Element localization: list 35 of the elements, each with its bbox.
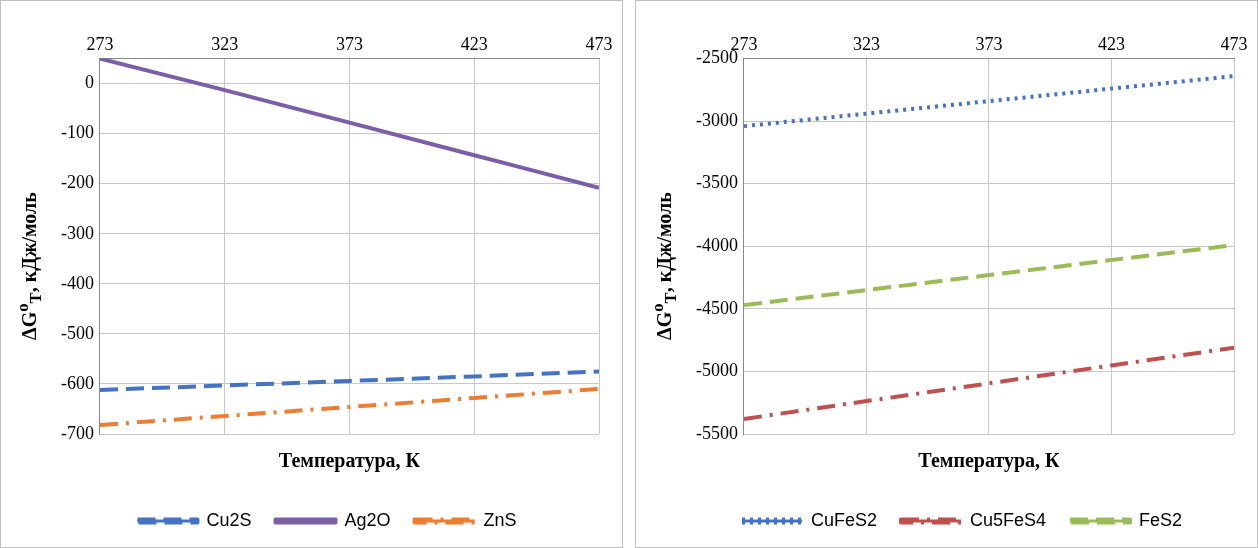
legend-label: ZnS bbox=[483, 509, 517, 530]
legend-label: Cu5FeS4 bbox=[969, 509, 1047, 530]
y-tick-label: -500 bbox=[60, 322, 94, 343]
x-tick-label: 423 bbox=[1098, 33, 1125, 54]
line-series bbox=[743, 345, 1234, 421]
x-tick-label: 473 bbox=[1220, 33, 1248, 54]
legend-label: Cu2S bbox=[206, 509, 252, 530]
x-tick-label: 323 bbox=[853, 33, 880, 54]
line-series bbox=[99, 386, 599, 427]
x-tick-label: 373 bbox=[336, 33, 363, 54]
x-axis-title: Температура, К bbox=[278, 449, 421, 473]
legend-label: CuFeS2 bbox=[810, 509, 877, 530]
x-tick-label: 373 bbox=[975, 33, 1003, 54]
y-tick-label: -5500 bbox=[695, 422, 738, 443]
x-axis-title: Температура, К bbox=[918, 449, 1061, 473]
x-tick-label: 423 bbox=[460, 33, 488, 54]
y-tick-label: -3000 bbox=[695, 109, 738, 130]
y-tick-label: -3500 bbox=[695, 172, 738, 193]
y-tick-label: -4500 bbox=[695, 297, 738, 318]
y-tick-label: -100 bbox=[60, 122, 94, 143]
line-series bbox=[99, 369, 599, 392]
x-tick-label: 473 bbox=[585, 33, 613, 54]
y-tick-label: -4000 bbox=[695, 235, 738, 256]
line-series bbox=[743, 74, 1234, 129]
y-tick-label: -5000 bbox=[695, 360, 738, 381]
x-tick-label: 273 bbox=[86, 33, 114, 54]
y-tick-label: -700 bbox=[60, 422, 94, 443]
legend-label: FeS2 bbox=[1139, 509, 1183, 530]
y-tick-label: -200 bbox=[60, 172, 94, 193]
y-tick-label: -600 bbox=[60, 372, 94, 393]
x-tick-label: 323 bbox=[211, 33, 239, 54]
y-tick-label: -300 bbox=[60, 222, 94, 243]
y-tick-label: -400 bbox=[60, 272, 94, 293]
legend-label: Ag2O bbox=[344, 509, 391, 530]
y-tick-label: 0 bbox=[84, 72, 94, 93]
